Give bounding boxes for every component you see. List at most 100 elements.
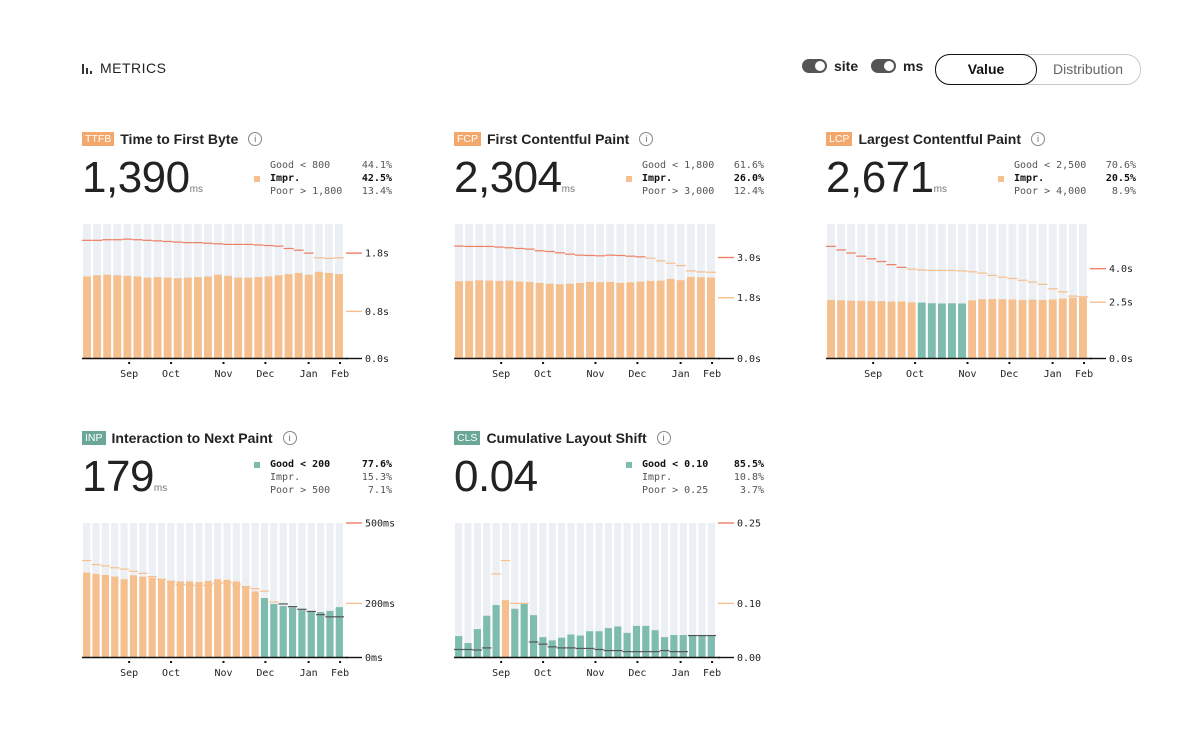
bar-background [558,523,566,657]
bar-background [529,523,538,657]
metric-badge: INP [82,431,106,445]
value-bar [133,276,142,358]
month-tick [307,661,310,663]
bar-background [877,224,886,358]
month-tick [500,661,503,663]
value-bar [567,634,575,657]
value-bar [937,303,946,358]
metric-value-number: 2,671 [826,153,934,202]
bar-chart-icon [82,63,92,74]
value-view-button[interactable]: Value [935,54,1037,85]
value-bar [857,300,866,358]
info-icon[interactable]: i [248,132,263,146]
info-icon[interactable]: i [639,132,654,146]
metric-chart: 3.0s 1.8s 0.0s Sep Oct Nov Dec Jan Feb [454,224,761,380]
bar-background [567,523,575,657]
bar-background [501,523,510,657]
bar-background [623,523,631,657]
value-bar [193,277,202,358]
month-label: Nov [958,369,976,380]
value-bar [596,282,605,358]
month-tick [872,362,875,364]
value-bar [525,281,534,358]
legend-label: Impr. [1014,173,1045,184]
month-label: Oct [534,668,552,679]
site-toggle-label: site [834,58,859,74]
value-bar [294,272,303,358]
info-icon[interactable]: i [1031,132,1045,146]
value-bar [666,278,675,358]
value-bar [465,280,474,358]
legend-percent: 7.1% [367,485,392,496]
metric-name: Cumulative Layout Shift [486,430,647,446]
value-bar [304,274,313,358]
site-toggle[interactable]: site [802,58,858,74]
bar-background [968,224,977,358]
metric-name: First Contentful Paint [487,131,630,147]
value-bar [626,282,635,358]
site-switch[interactable] [802,59,827,73]
legend-percent: 12.4% [733,186,764,197]
metric-value: 2,304ms [454,153,575,203]
value-bar [656,280,665,358]
value-bar [214,274,222,358]
value-bar [92,573,100,657]
ms-toggle[interactable]: ms [871,58,923,74]
metric-value-unit: ms [933,184,947,195]
month-tick [264,661,267,663]
month-label: Oct [162,369,180,380]
legend-label: Poor > 0.25 [642,485,709,496]
month-tick [170,362,173,364]
bar-background [660,523,669,657]
value-bar [111,576,119,657]
legend-percent: 26.0% [733,173,764,184]
info-icon[interactable]: i [656,431,671,445]
threshold-label: 0.00 [737,653,761,664]
info-icon[interactable]: i [282,431,297,445]
legend-label: Impr. [642,472,673,483]
metric-value-unit: ms [561,184,575,195]
month-tick [636,362,639,364]
value-bar [927,303,936,358]
value-bar [148,577,156,657]
distribution-view-button[interactable]: Distribution [1052,61,1124,77]
metric-name: Largest Contentful Paint [858,131,1021,147]
bar-background [927,224,936,358]
value-bar [696,277,705,358]
legend-label: Good < 0.10 [642,459,709,470]
value-bar [535,282,544,358]
bar-background [958,224,966,358]
bar-background [260,523,269,657]
month-label: Jan [672,369,690,380]
value-bar [679,635,687,657]
value-bar [129,575,138,657]
value-bar [176,581,184,657]
ms-switch[interactable] [871,59,896,73]
threshold-label: 0.0s [1109,354,1133,365]
metric-chart: 0.25 0.10 0.00 Sep Oct Nov Dec Jan Feb [454,519,761,679]
legend-label: Good < 2,500 [1014,160,1087,171]
metric-card-inp: INP Interaction to Next Paint i 179ms Go… [82,430,402,690]
month-tick [339,362,342,364]
bar-background [698,523,706,657]
value-bar [623,632,631,657]
value-bar [455,636,463,657]
value-bar [595,631,603,657]
bar-background [539,523,547,657]
bar-background [847,224,856,358]
value-bar [539,637,547,657]
threshold-label: 0.0s [737,354,761,365]
threshold-label: 200ms [365,599,395,610]
legend-label: Impr. [642,173,673,184]
value-bar [978,299,987,358]
bar-background [1058,224,1067,358]
month-tick [711,661,714,663]
value-bar [485,280,494,358]
value-bar [288,607,297,657]
value-bar [1028,299,1037,358]
metric-value: 0.04 [454,452,538,502]
value-bar [254,277,263,358]
value-bar [274,275,283,358]
value-bar [335,274,343,358]
value-bar [586,631,594,657]
